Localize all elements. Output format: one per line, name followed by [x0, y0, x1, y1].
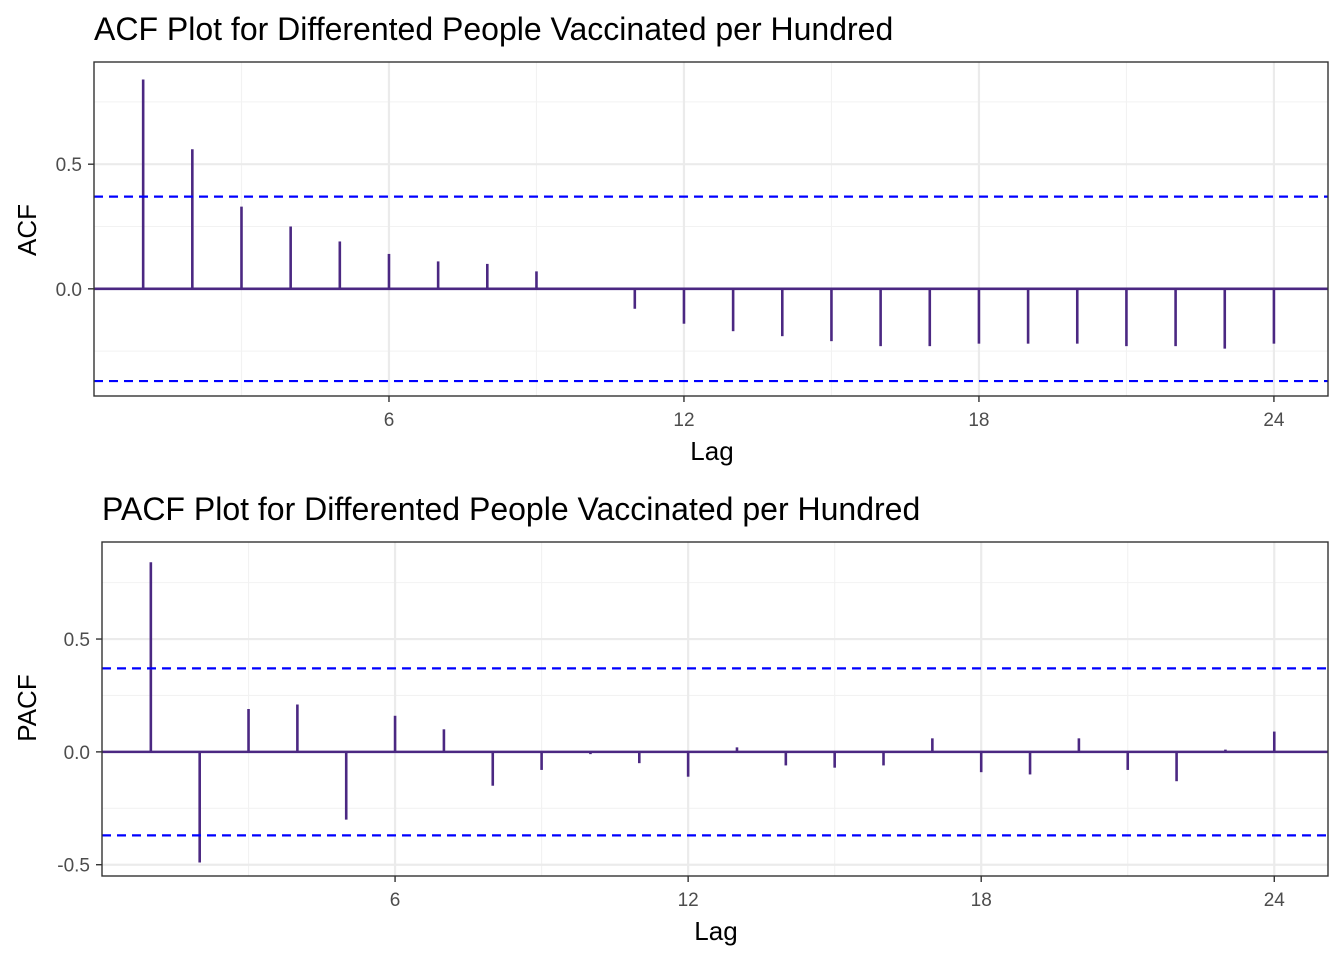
acf-x-tick-label: 24	[1263, 410, 1285, 431]
pacf-y-tick-label: 0.0	[64, 743, 90, 764]
pacf-x-tick-label: 6	[390, 890, 401, 911]
pacf-x-tick-label: 24	[1264, 890, 1286, 911]
acf-y-tick-label: 0.5	[56, 155, 82, 176]
pacf-y-axis-title: PACF	[12, 674, 42, 741]
pacf-x-axis-title: Lag	[694, 916, 737, 946]
acf-x-axis-title: Lag	[690, 436, 733, 466]
pacf-title: PACF Plot for Differented People Vaccina…	[102, 491, 920, 527]
acf-y-tick-label: 0.0	[56, 280, 82, 301]
acf-y-axis-title: ACF	[12, 204, 42, 256]
pacf-y-tick-label: -0.5	[57, 856, 90, 877]
acf-plot-area: 6 12 18 24 0.0 0.5	[56, 61, 1329, 431]
acf-x-tick-label: 18	[968, 410, 989, 431]
acf-x-tick-label: 12	[673, 410, 694, 431]
acf-panel: ACF Plot for Differented People Vaccinat…	[12, 11, 1329, 466]
pacf-x-tick-label: 18	[971, 890, 992, 911]
pacf-panel-border	[101, 541, 1329, 877]
pacf-plot-area: 6 12 18 24 -0.5 0.0 0.5	[57, 541, 1329, 911]
pacf-panel: PACF Plot for Differented People Vaccina…	[12, 491, 1329, 946]
acf-panel-border	[93, 61, 1329, 397]
pacf-y-tick-label: 0.5	[64, 630, 90, 651]
acf-title: ACF Plot for Differented People Vaccinat…	[94, 11, 893, 47]
pacf-x-tick-label: 12	[678, 890, 699, 911]
acf-x-tick-label: 6	[384, 410, 395, 431]
